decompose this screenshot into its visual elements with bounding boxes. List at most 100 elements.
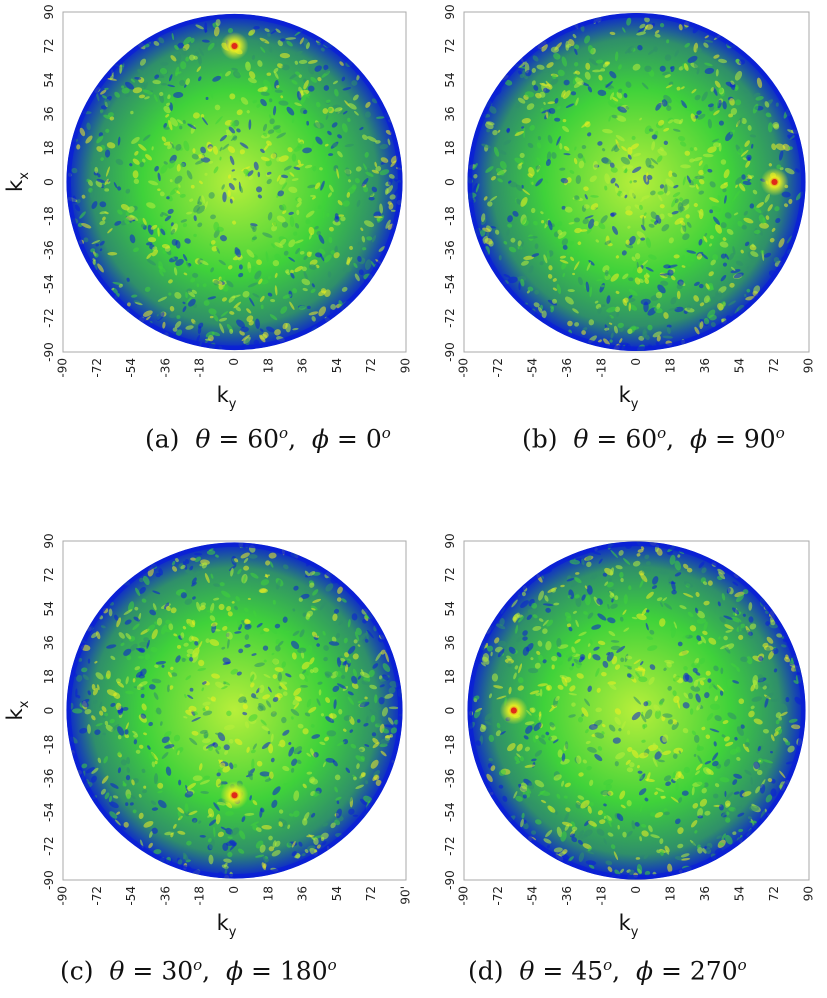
x-tick-label: -36: [560, 358, 574, 378]
x-tick-label: 36: [698, 886, 712, 901]
x-tick-label: 0: [227, 886, 241, 894]
k-space-disk: [467, 541, 806, 880]
y-tick-label: -18: [443, 735, 457, 755]
degree-mark: o: [381, 424, 391, 442]
caption-label: (d): [468, 956, 504, 986]
y-tick-label: 18: [42, 669, 56, 684]
x-tick-label: -72: [90, 358, 104, 378]
y-tick-label: 72: [443, 567, 457, 582]
degree-mark: o: [603, 956, 613, 974]
x-tick-label: -72: [90, 886, 104, 906]
y-tick-label: 36: [42, 106, 56, 121]
x-tick-label: 36: [296, 358, 310, 373]
y-tick-label: 54: [42, 72, 56, 87]
y-tick-label: 0: [443, 178, 457, 186]
y-axis-label: kx: [3, 700, 32, 720]
x-tick-label: 72: [364, 358, 378, 373]
x-tick-label: 54: [330, 886, 344, 901]
x-tick-label: -36: [560, 886, 574, 906]
heatmap-svg: -90 -72 -54 -36 -18 0 18 36 54 72 90 90 72 54 36 18 0 -18…: [443, 533, 816, 940]
x-tick-label: -18: [595, 358, 609, 378]
phi-value: 90: [743, 424, 776, 454]
degree-mark: o: [193, 956, 203, 974]
y-tick-label: -54: [42, 802, 56, 822]
y-tick-label: 18: [443, 669, 457, 684]
x-tick-label: 0: [629, 358, 643, 366]
x-axis-label: ky: [217, 911, 237, 940]
y-tick-label: 36: [42, 635, 56, 650]
x-tick-label: 0: [227, 358, 241, 366]
theta-symbol: θ: [109, 956, 125, 986]
y-tick-label: -90: [443, 342, 457, 362]
x-tick-label: 18: [261, 358, 275, 373]
degree-mark: o: [737, 956, 747, 974]
x-tick-label: -90: [56, 358, 70, 378]
caption-a: (a) θ = 60o, ϕ = 0o: [145, 424, 391, 454]
y-tick-label: -90: [443, 870, 457, 890]
y-tick-label: 18: [42, 140, 56, 155]
y-tick-label: -54: [42, 274, 56, 294]
x-tick-label: 90: [802, 886, 816, 901]
x-tick-label: 72: [767, 886, 781, 901]
x-tick-label: -36: [158, 886, 172, 906]
x-tick-label: 18: [664, 886, 678, 901]
phi-value: 0: [365, 424, 382, 454]
caption-label: (c): [60, 956, 94, 986]
x-tick-label: -90: [56, 886, 70, 906]
heatmap-svg: -90 -72 -54 -36 -18 0 18 36 54 72 90 90 72 54 36 18 0 -18…: [443, 4, 816, 412]
x-tick-label: -54: [526, 886, 540, 906]
theta-value: 60: [625, 424, 658, 454]
y-tick-label: 90: [42, 533, 56, 548]
y-tick-label: -72: [443, 308, 457, 328]
x-axis-label: ky: [217, 383, 237, 412]
y-tick-label: 0: [443, 707, 457, 715]
degree-mark: o: [775, 424, 785, 442]
y-tick-label: 0: [42, 178, 56, 186]
y-tick-label: -54: [443, 802, 457, 822]
caption-c: (c) θ = 30o, ϕ = 180o: [60, 956, 337, 986]
x-tick-label: 90: [802, 358, 816, 373]
theta-symbol: θ: [195, 424, 211, 454]
x-tick-label: -54: [124, 886, 138, 906]
heatmap-svg: -90 -72 -54 -36 -18 0 18 36 54 72 90 90 72 54 36 18 0 -18…: [3, 4, 413, 412]
y-tick-label: -36: [443, 768, 457, 788]
y-tick-label: 72: [42, 38, 56, 53]
caption-label: (b): [522, 424, 558, 454]
y-tick-label: 18: [443, 140, 457, 155]
x-tick-label: 54: [733, 886, 747, 901]
x-tick-label: 18: [664, 358, 678, 373]
phi-symbol: ϕ: [636, 956, 654, 986]
heatmap-svg: -90 -72 -54 -36 -18 0 18 36 54 72 90' 90 72 54 36 18 0 -1…: [3, 533, 413, 940]
x-tick-label: -90: [457, 886, 471, 906]
theta-symbol: θ: [573, 424, 589, 454]
caption-b: (b) θ = 60o, ϕ = 90o: [522, 424, 785, 454]
peak-marker: [231, 43, 238, 49]
plot-panel-a: -90 -72 -54 -36 -18 0 18 36 54 72 90 90 72 54 36 18 0 -18…: [0, 0, 420, 420]
caption-d: (d) θ = 45o, ϕ = 270o: [468, 956, 747, 986]
k-space-disk: [66, 13, 403, 351]
theta-value: 60: [247, 424, 280, 454]
x-tick-label: 54: [330, 358, 344, 373]
x-tick-label: -54: [124, 358, 138, 378]
peak-marker: [231, 792, 238, 799]
x-tick-label: 0: [629, 886, 643, 894]
y-tick-label: 54: [443, 601, 457, 616]
x-tick-label: 36: [698, 358, 712, 373]
y-tick-label: 54: [443, 72, 457, 87]
y-tick-label: 54: [42, 601, 56, 616]
y-tick-label: -36: [443, 240, 457, 260]
y-tick-label: -72: [443, 836, 457, 856]
y-tick-label: 36: [443, 635, 457, 650]
y-tick-label: -72: [42, 836, 56, 856]
x-tick-label: -18: [193, 358, 207, 378]
plot-panel-d: -90 -72 -54 -36 -18 0 18 36 54 72 90 90 72 54 36 18 0 -18…: [420, 530, 827, 950]
peak-marker: [771, 179, 778, 185]
theta-symbol: θ: [519, 956, 535, 986]
x-tick-label: 72: [364, 886, 378, 901]
k-space-disk: [467, 12, 806, 352]
y-tick-label: -18: [443, 206, 457, 226]
y-tick-label: -72: [42, 308, 56, 328]
x-tick-label: 54: [733, 358, 747, 373]
y-tick-label: 90: [42, 4, 56, 19]
phi-symbol: ϕ: [690, 424, 708, 454]
